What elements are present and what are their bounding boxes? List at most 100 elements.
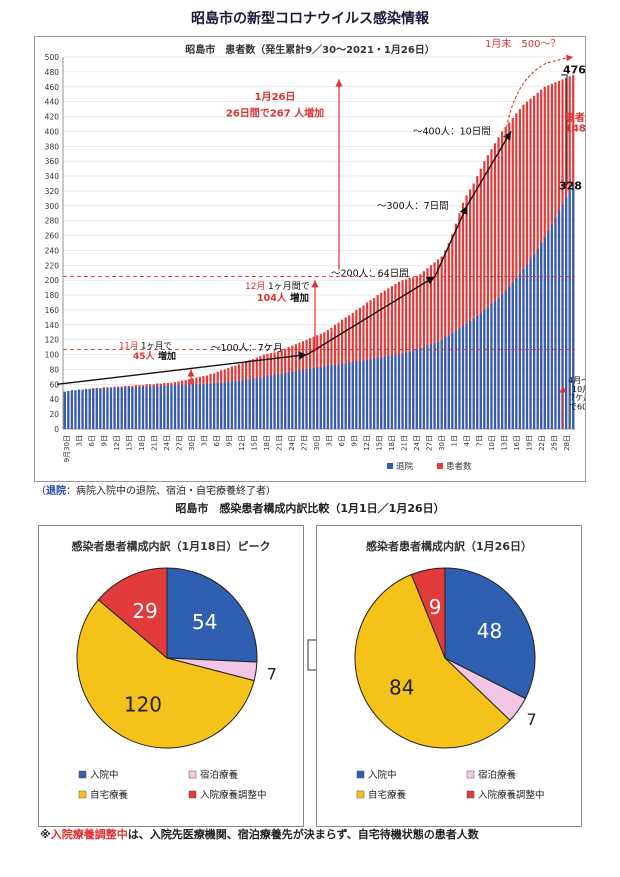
annotation-dec-b2: 増加 bbox=[290, 292, 309, 304]
bar-退院 bbox=[437, 341, 440, 429]
bar-退院 bbox=[365, 359, 369, 429]
bar-患者数 bbox=[504, 126, 507, 429]
bar-退院 bbox=[511, 282, 514, 429]
y-tick-label: 340 bbox=[45, 172, 60, 181]
pie-legend-swatch bbox=[78, 790, 87, 799]
bar-退院 bbox=[117, 388, 120, 429]
bar-chart-title: 昭島市 患者数（発生累計9／30～2021・1月26日） bbox=[185, 43, 435, 56]
bar-退院 bbox=[454, 330, 457, 429]
bar-退院 bbox=[444, 337, 447, 429]
pie-legend-label: 宿泊療養 bbox=[478, 769, 517, 781]
x-tick-label: 28日 bbox=[563, 435, 571, 451]
annotation-300: ～300人：7日間 bbox=[377, 201, 449, 212]
bar-退院 bbox=[508, 286, 511, 429]
bar-退院 bbox=[387, 356, 390, 429]
annotation-jan26-b: 26日間で267 人増加 bbox=[226, 107, 324, 120]
bar-退院 bbox=[348, 362, 351, 429]
bar-退院 bbox=[390, 355, 393, 429]
bar-退院 bbox=[220, 382, 223, 429]
y-tick-label: 360 bbox=[45, 157, 60, 166]
section-title: 昭島市 感染患者構成内訳比較（1月1日／1月26日） bbox=[175, 502, 445, 515]
x-tick-label: 6日 bbox=[213, 435, 221, 446]
x-tick-label: 30日 bbox=[438, 435, 446, 451]
x-tick-label: 3日 bbox=[76, 435, 84, 446]
bar-退院 bbox=[486, 306, 489, 429]
bar-退院 bbox=[85, 389, 88, 429]
bar-退院 bbox=[419, 347, 422, 429]
bar-退院 bbox=[497, 298, 500, 429]
annotation-nov-b1: 45人 bbox=[133, 350, 156, 362]
bar-退院 bbox=[412, 350, 415, 429]
x-tick-label: 4日 bbox=[463, 435, 471, 446]
pie-legend-label: 入院療養調整中 bbox=[200, 789, 267, 801]
bar-退院 bbox=[216, 382, 219, 429]
pie-value-label: 84 bbox=[389, 675, 414, 699]
bar-患者数 bbox=[486, 155, 489, 429]
pie-legend-swatch bbox=[78, 770, 87, 779]
bar-退院 bbox=[305, 369, 308, 429]
bar-退院 bbox=[213, 382, 216, 429]
bar-退院 bbox=[252, 378, 255, 429]
x-tick-label: 9日 bbox=[101, 435, 109, 446]
legend-note: （退院：病院入院中の退院、宿泊・自宅療養終了者） bbox=[36, 482, 276, 497]
bar-退院 bbox=[483, 309, 486, 429]
y-tick-label: 320 bbox=[45, 187, 60, 196]
bar-退院 bbox=[568, 190, 571, 429]
bar-退院 bbox=[550, 224, 553, 429]
bar-退院 bbox=[223, 382, 226, 429]
x-tick-label: 9日 bbox=[226, 435, 234, 446]
bar-退院 bbox=[309, 368, 312, 429]
bar-退院 bbox=[230, 381, 233, 429]
bar-退院 bbox=[429, 344, 433, 429]
pie-legend-label: 宿泊療養 bbox=[200, 769, 239, 781]
annotation-nov-a2: 1ヶ月で bbox=[141, 342, 172, 352]
bar-退院 bbox=[362, 360, 365, 429]
bar-患者数 bbox=[497, 137, 500, 429]
bar-退院 bbox=[380, 357, 383, 429]
annotation-kanja-b: 148 人 bbox=[565, 121, 585, 134]
y-tick-label: 300 bbox=[45, 202, 60, 211]
y-tick-label: 500 bbox=[45, 53, 60, 62]
x-tick-label: 22日 bbox=[538, 435, 546, 451]
bar-退院 bbox=[518, 273, 521, 429]
bar-退院 bbox=[405, 352, 408, 429]
bar-退院 bbox=[415, 349, 418, 429]
bar-退院 bbox=[422, 347, 425, 429]
bar-退院 bbox=[188, 385, 191, 429]
pie-value-label: 9 bbox=[429, 595, 442, 619]
bar-退院 bbox=[330, 365, 333, 429]
x-tick-label: 7日 bbox=[475, 435, 483, 446]
bar-退院 bbox=[227, 382, 230, 429]
bar-退院 bbox=[326, 365, 329, 429]
bar-退院 bbox=[177, 385, 180, 429]
pie-value-label: 7 bbox=[526, 710, 536, 729]
y-tick-label: 260 bbox=[45, 232, 60, 241]
annotation-dec-b1: 104人 bbox=[257, 292, 287, 304]
bar-退院 bbox=[394, 354, 397, 429]
bar-退院 bbox=[95, 388, 98, 429]
bar-退院 bbox=[358, 361, 361, 429]
x-tick-label: 27日 bbox=[425, 435, 433, 451]
bar-患者数 bbox=[465, 195, 468, 429]
bar-患者数 bbox=[461, 202, 465, 429]
bar-退院 bbox=[152, 386, 155, 429]
y-tick-label: 280 bbox=[45, 217, 60, 226]
page-title: 昭島市の新型コロナウイルス感染情報 bbox=[191, 11, 429, 27]
bar-退院 bbox=[92, 388, 95, 429]
bar-患者数 bbox=[454, 223, 457, 429]
pie-left-title: 感染者患者構成内訳（1月18日）ピーク bbox=[71, 540, 271, 553]
pie-slice-自宅療養 bbox=[76, 599, 255, 749]
pie-legend-label: 入院中 bbox=[368, 769, 397, 781]
bar-患者数 bbox=[501, 131, 504, 429]
bar-退院 bbox=[469, 321, 472, 429]
bar-患者数 bbox=[469, 189, 472, 429]
bar-退院 bbox=[351, 362, 354, 429]
y-tick-label: 160 bbox=[45, 306, 60, 315]
bar-退院 bbox=[81, 389, 84, 429]
x-tick-label: 15日 bbox=[251, 435, 259, 451]
bar-退院 bbox=[109, 388, 113, 429]
x-tick-label: 21日 bbox=[151, 435, 159, 451]
bar-退院 bbox=[77, 389, 81, 429]
footnote: ※入院療養調整中は、入院先医療機関、宿泊療養先が決まらず、自宅待機状態の患者人数 bbox=[40, 826, 479, 842]
